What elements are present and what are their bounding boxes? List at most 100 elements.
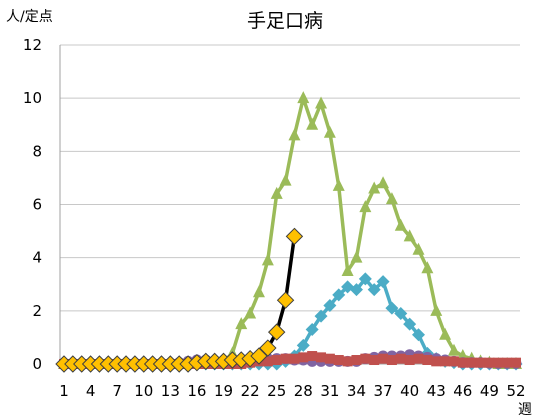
x-axis-label: 週 <box>518 402 532 418</box>
x-tick-label: 19 <box>214 382 233 400</box>
data-point <box>332 178 345 191</box>
data-point <box>430 303 443 316</box>
data-point <box>413 353 424 364</box>
data-point <box>395 353 406 364</box>
data-point <box>376 275 390 289</box>
y-tick-label: 12 <box>23 36 42 54</box>
data-point <box>267 323 286 341</box>
data-point <box>403 317 417 331</box>
data-point <box>324 353 335 364</box>
x-tick-label: 22 <box>241 382 260 400</box>
x-tick-label: 40 <box>400 382 419 400</box>
data-point <box>314 309 328 323</box>
data-point <box>315 96 328 109</box>
data-point <box>280 353 291 364</box>
data-point <box>244 306 257 319</box>
data-point <box>323 125 336 138</box>
data-point <box>259 339 277 357</box>
y-tick-label: 8 <box>32 142 42 160</box>
data-point <box>342 356 353 367</box>
data-point <box>422 355 433 366</box>
data-point <box>323 299 337 313</box>
data-point <box>385 301 399 315</box>
x-tick-label: 31 <box>320 382 339 400</box>
chart-title: 手足口病 <box>247 10 323 32</box>
x-tick-label: 4 <box>86 382 96 400</box>
data-point <box>440 356 451 367</box>
data-point <box>351 355 362 366</box>
data-point <box>305 322 319 336</box>
x-tick-label: 43 <box>427 382 446 400</box>
data-point <box>439 327 452 340</box>
data-point <box>270 186 283 199</box>
data-point <box>502 357 513 368</box>
data-point <box>484 357 495 368</box>
data-point <box>297 91 310 104</box>
data-point <box>262 356 273 367</box>
data-point <box>350 250 363 263</box>
data-point <box>296 338 310 352</box>
data-point <box>333 355 344 366</box>
data-point <box>404 355 415 366</box>
x-tick-label: 10 <box>134 382 153 400</box>
x-tick-label: 25 <box>267 382 286 400</box>
x-tick-label: 46 <box>453 382 472 400</box>
y-axis-label: 人/定点 <box>6 9 53 25</box>
y-tick-label: 4 <box>32 249 42 267</box>
y-tick-label: 2 <box>32 302 42 320</box>
data-point <box>457 357 468 368</box>
data-point <box>307 351 318 362</box>
data-point <box>421 261 434 274</box>
data-point <box>377 176 390 189</box>
data-point <box>431 356 442 367</box>
data-point <box>341 263 354 276</box>
data-point <box>288 128 301 141</box>
x-tick-label: 13 <box>161 382 180 400</box>
data-point <box>369 355 380 366</box>
data-point <box>261 253 274 266</box>
series-5 <box>55 227 304 373</box>
data-point <box>316 352 327 363</box>
x-tick-label: 28 <box>294 382 313 400</box>
x-tick-label: 49 <box>480 382 499 400</box>
data-point <box>306 117 319 130</box>
data-point <box>332 288 346 302</box>
data-point <box>359 200 372 213</box>
data-point <box>378 353 389 364</box>
series-layer <box>55 91 523 373</box>
x-tick-label: 52 <box>506 382 525 400</box>
data-point <box>367 283 381 297</box>
data-point <box>394 306 408 320</box>
y-tick-label: 6 <box>32 196 42 214</box>
x-tick-label: 34 <box>347 382 366 400</box>
data-point <box>271 355 282 366</box>
data-point <box>412 328 426 342</box>
data-point <box>394 218 407 231</box>
data-point <box>250 347 268 365</box>
data-point <box>447 343 460 356</box>
y-tick-label: 10 <box>23 89 42 107</box>
data-point <box>385 192 398 205</box>
data-point <box>386 355 397 366</box>
x-tick-label: 7 <box>112 382 122 400</box>
data-point <box>412 242 425 255</box>
data-point <box>289 353 300 364</box>
data-point <box>403 229 416 242</box>
x-tick-label: 16 <box>187 382 206 400</box>
data-point <box>448 356 459 367</box>
data-point <box>349 283 363 297</box>
data-point <box>279 173 292 186</box>
data-point <box>285 227 304 246</box>
x-tick-label: 37 <box>374 382 393 400</box>
data-point <box>368 181 381 194</box>
data-point <box>360 353 371 364</box>
data-point <box>235 317 248 330</box>
data-point <box>493 357 504 368</box>
data-point <box>298 352 309 363</box>
data-point <box>511 357 521 368</box>
data-point <box>252 285 265 298</box>
data-point <box>475 357 486 368</box>
data-point <box>276 291 295 309</box>
data-point <box>358 272 372 286</box>
